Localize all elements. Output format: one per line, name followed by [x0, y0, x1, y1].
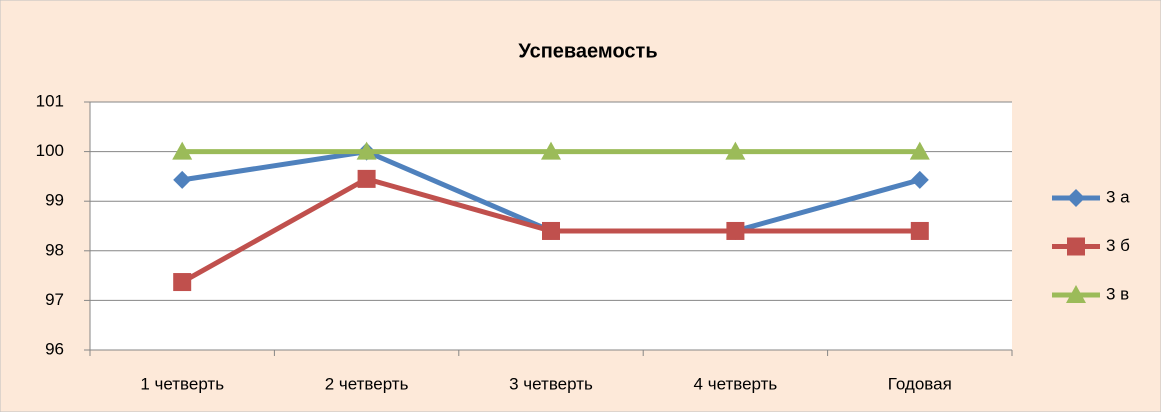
legend-marker	[1067, 237, 1085, 256]
x-tick-label: 3 четверть	[509, 374, 593, 393]
x-tick-label: Годовая	[888, 374, 952, 393]
legend-label: 3 в	[1106, 284, 1129, 303]
marker	[357, 169, 376, 188]
y-tick-label: 97	[45, 290, 64, 309]
y-tick-label: 98	[45, 240, 64, 259]
marker	[910, 221, 929, 240]
legend-marker	[1067, 189, 1085, 207]
marker	[173, 170, 192, 189]
y-tick-label: 99	[45, 191, 64, 210]
marker	[726, 221, 745, 240]
legend-label: 3 б	[1106, 236, 1130, 255]
y-tick-label: 101	[36, 91, 64, 110]
chart-title: Успеваемость	[518, 40, 657, 62]
x-tick-label: 2 четверть	[325, 374, 409, 393]
marker	[541, 141, 561, 160]
legend-marker	[1066, 285, 1086, 303]
marker	[909, 141, 930, 160]
marker	[356, 141, 377, 160]
y-tick-label: 100	[36, 141, 64, 160]
marker	[542, 221, 560, 240]
legend-label: 3 а	[1106, 187, 1130, 206]
y-tick-label: 96	[45, 339, 64, 358]
marker	[725, 141, 746, 160]
marker	[910, 170, 929, 189]
x-tick-label: 4 четверть	[694, 374, 778, 393]
x-tick-label: 1 четверть	[140, 374, 224, 393]
marker	[172, 141, 193, 160]
marker	[173, 273, 192, 292]
